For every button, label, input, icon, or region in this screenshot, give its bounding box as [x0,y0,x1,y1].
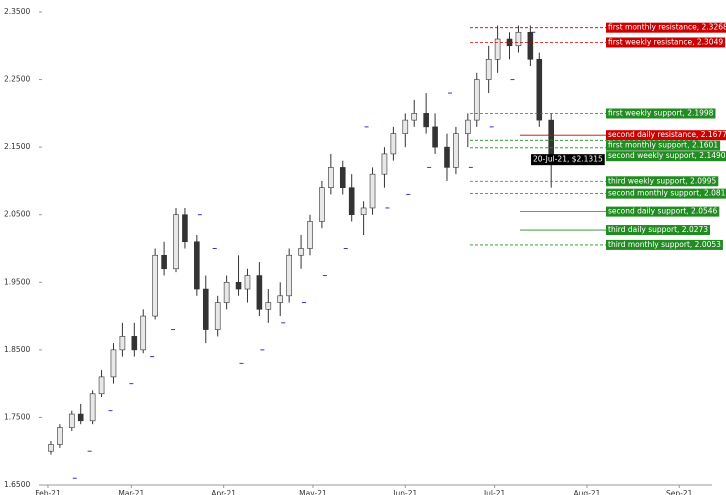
candle-body [277,295,284,303]
candle-body [110,349,117,378]
level-label-bg [606,188,726,199]
candle-body [77,413,84,422]
candle-body [515,31,522,47]
level-label-bg [606,176,719,187]
candle-body [307,221,313,249]
x-tick-label: Sep-21 [666,489,693,495]
candle-body [131,336,138,351]
candle-body [68,413,75,428]
candle-body [152,254,158,317]
level-label: third weekly support, 2.0995 [608,176,717,185]
candle-body [348,187,355,216]
candle-body [161,254,167,270]
level-label-bg [606,225,711,236]
candle-body [256,275,263,310]
level-label: second weekly support, 2.1490 [608,151,726,160]
tooltip: 20-Jul-21, $2.1315 [533,155,603,164]
level-label: third monthly support, 2.0053 [608,240,721,249]
y-tick-label: 1.6500 [4,480,30,489]
candle-body [244,275,251,290]
y-tick-label: 2.0500 [4,210,30,219]
y-tick-label: 1.9500 [4,277,30,286]
level-label-bg [606,37,726,48]
candle-body [423,113,429,128]
candle-body [494,38,501,60]
candle-body [265,302,272,310]
candle-body [485,58,492,80]
candle-body [473,79,480,121]
level-label: second daily resistance, 2.1677 [608,130,726,139]
level-label: first monthly resistance, 2.3268 [608,23,726,32]
level-label-bg [606,151,726,162]
y-tick-label: 1.7500 [4,412,30,421]
level-label-bg [606,239,723,250]
level-label: first monthly support, 2.1601 [608,141,718,150]
candle-body [140,315,147,351]
candle-body [182,214,188,243]
x-tick-label: May-21 [299,489,327,495]
candle-body [444,146,450,168]
candle-body [453,133,459,168]
candle-body [527,31,534,60]
level-label-bg [606,206,720,217]
candle-body [411,113,418,121]
candle-body [119,336,126,351]
candle-body [465,119,471,134]
candle-body [48,444,54,452]
candle-body [536,58,543,121]
level-label: second monthly support, 2.0812 [608,189,726,198]
candle-body [223,281,230,303]
candle-body [57,427,63,445]
x-tick-label: Aug-21 [573,489,600,495]
candle-body [390,133,397,155]
level-label-bg [606,130,726,141]
candle-body [432,126,438,148]
y-tick-label: 2.3500 [4,7,30,16]
candle-body [328,167,334,188]
y-tick-label: 2.2500 [4,75,30,84]
candle-body [381,153,388,175]
level-label-bg [606,140,721,151]
level-label: second daily support, 2.0546 [608,207,718,216]
x-tick-label: Jul-21 [483,489,506,495]
candle-body [319,187,325,222]
level-label: first weekly resistance, 2.3049 [608,37,723,46]
level-label: third daily support, 2.0273 [608,225,708,234]
tooltip-bg [531,154,605,166]
candle-body [369,173,376,209]
candle-body [202,288,209,330]
candle-body [298,248,304,256]
x-tick-label: Jun-21 [392,489,417,495]
candle-body [214,302,221,330]
x-tick-label: Apr-21 [211,489,236,495]
candle-body [360,207,367,216]
candle-body [402,119,409,134]
level-label: first weekly support, 2.1998 [608,108,714,117]
candle-body [235,281,242,290]
level-label-bg [606,108,716,119]
x-tick-label: Mar-21 [118,489,144,495]
candle-body [339,167,346,188]
y-tick-label: 1.8500 [4,345,30,354]
candle-body [173,214,179,270]
level-label-bg [606,22,726,33]
x-tick-label: Feb-21 [35,489,61,495]
candle-body [98,376,105,395]
candle-body [194,241,200,290]
candle-body [286,254,292,297]
candle-body [89,393,96,422]
y-tick-label: 2.1500 [4,142,30,151]
